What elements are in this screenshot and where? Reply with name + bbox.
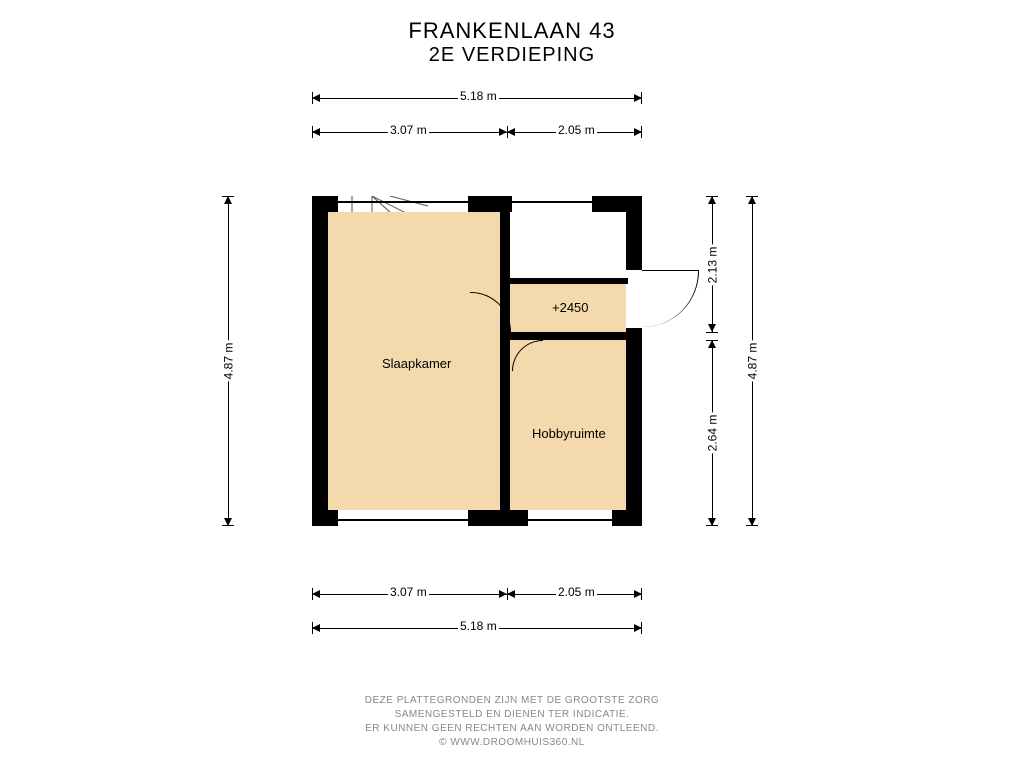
dim-arrow [708, 518, 716, 526]
dim-tick [706, 332, 718, 333]
dim-top-outer: 5.18 m [458, 89, 499, 103]
footer-line: DEZE PLATTEGRONDEN ZIJN MET DE GROOTSTE … [0, 694, 1024, 708]
dim-arrow [507, 128, 515, 136]
dim-arrow [499, 590, 507, 598]
dim-right-outer: 4.87 m [745, 341, 759, 382]
dim-arrow [312, 94, 320, 102]
footer-line: ER KUNNEN GEEN RECHTEN AAN WORDEN ONTLEE… [0, 722, 1024, 736]
wall-top [468, 196, 512, 212]
dim-arrow [634, 128, 642, 136]
wall-right [626, 328, 642, 526]
dim-arrow [748, 518, 756, 526]
dim-arrow [312, 128, 320, 136]
wall-interior [510, 332, 628, 340]
dim-bot-left: 3.07 m [388, 585, 429, 599]
wall-left [312, 196, 328, 526]
label-bedroom: Slaapkamer [382, 356, 451, 371]
dim-arrow [507, 590, 515, 598]
dim-right-lower: 2.64 m [705, 413, 719, 454]
window-line [528, 519, 612, 521]
dim-arrow [708, 340, 716, 348]
dim-arrow [708, 324, 716, 332]
footer-line: SAMENGESTELD EN DIENEN TER INDICATIE. [0, 708, 1024, 722]
dim-arrow [634, 624, 642, 632]
dim-bot-outer: 5.18 m [458, 619, 499, 633]
wall-interior [510, 278, 628, 284]
wall-bottom [312, 510, 338, 526]
label-hobby: Hobbyruimte [532, 426, 606, 441]
page-title-line1: FRANKENLAAN 43 [0, 18, 1024, 44]
footer-line: © WWW.DROOMHUIS360.NL [0, 736, 1024, 750]
door-exterior-arc [642, 270, 699, 327]
label-hall: +2450 [552, 300, 589, 315]
dim-arrow [634, 590, 642, 598]
floor-plan: Slaapkamer +2450 Hobbyruimte [312, 196, 642, 526]
footer-disclaimer: DEZE PLATTEGRONDEN ZIJN MET DE GROOTSTE … [0, 694, 1024, 750]
dim-arrow [224, 196, 232, 204]
dim-arrow [748, 196, 756, 204]
window-line [512, 201, 592, 203]
wall-interior [500, 212, 510, 512]
dim-arrow [634, 94, 642, 102]
dim-arrow [708, 196, 716, 204]
dim-arrow [312, 624, 320, 632]
wall-right [626, 196, 642, 270]
floorplan-page: FRANKENLAAN 43 2E VERDIEPING 5.18 m 3.07… [0, 0, 1024, 768]
window-line [338, 201, 468, 203]
dim-right-upper: 2.13 m [705, 245, 719, 286]
wall-top [312, 196, 338, 212]
dim-top-left: 3.07 m [388, 123, 429, 137]
wall-bottom [468, 510, 528, 526]
dim-top-right: 2.05 m [556, 123, 597, 137]
dim-bot-right: 2.05 m [556, 585, 597, 599]
dim-arrow [312, 590, 320, 598]
window-line [338, 519, 468, 521]
dim-arrow [499, 128, 507, 136]
page-title-line2: 2E VERDIEPING [0, 44, 1024, 67]
dim-arrow [224, 518, 232, 526]
dim-left-outer: 4.87 m [221, 341, 235, 382]
